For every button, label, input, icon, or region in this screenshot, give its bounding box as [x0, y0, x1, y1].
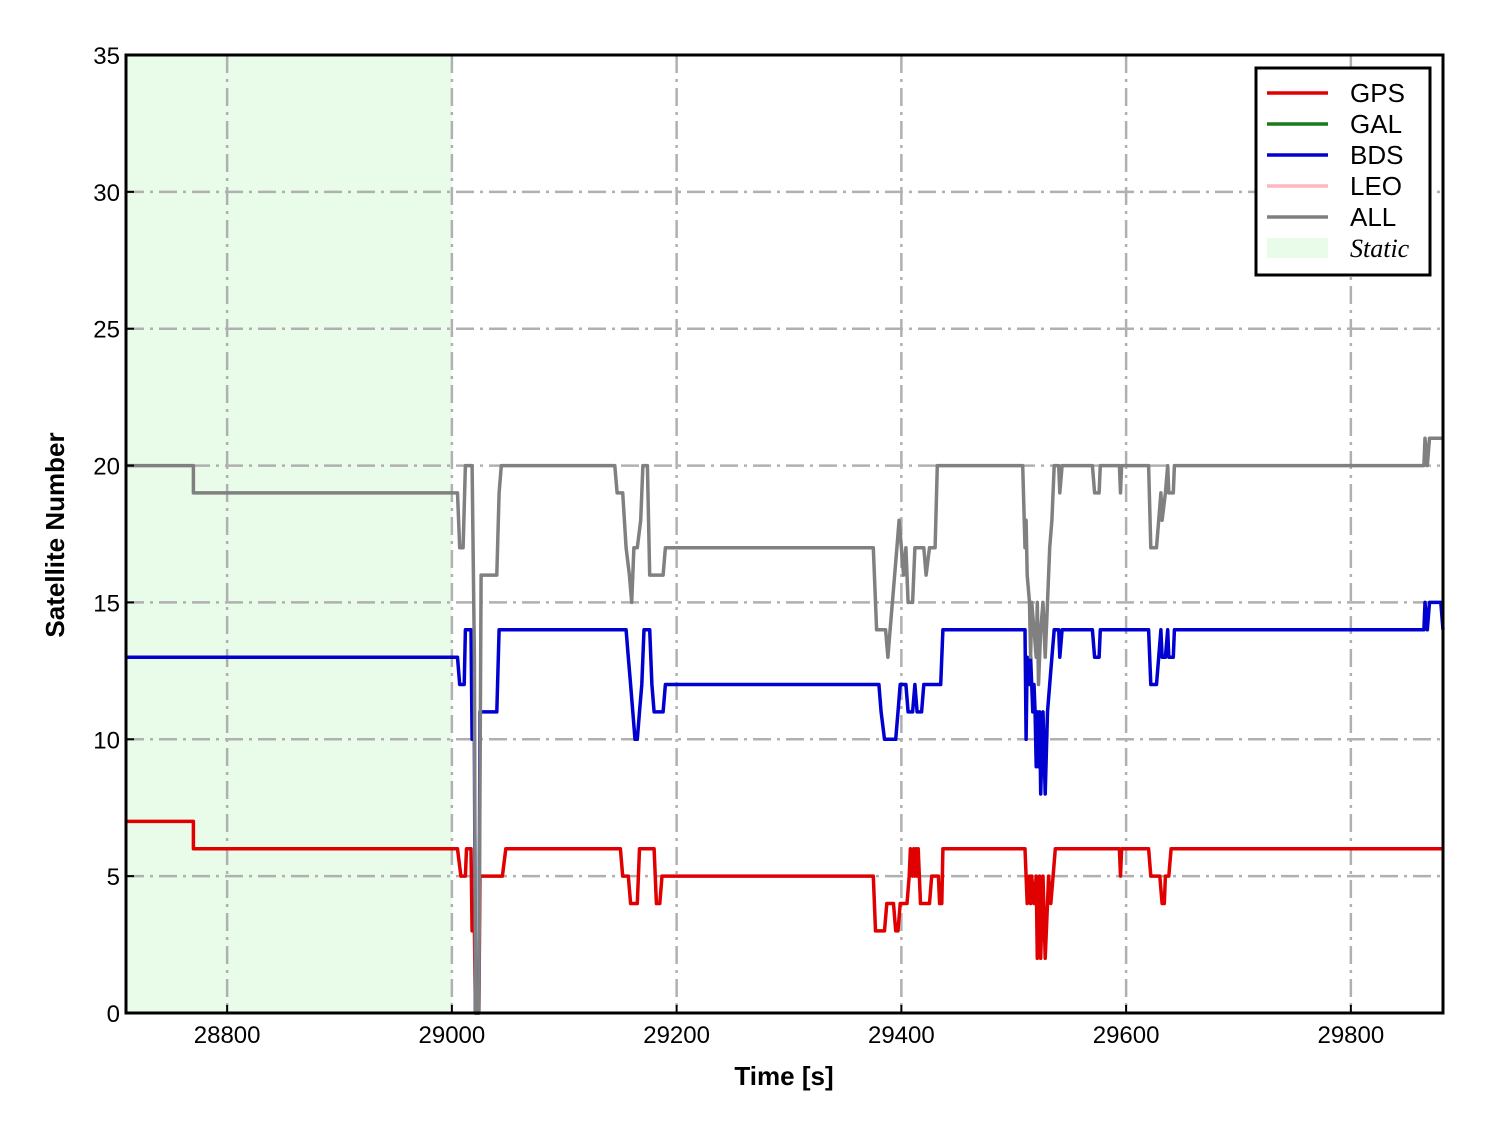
y-axis-label: Satellite Number: [40, 432, 70, 637]
axis-ticks: 28800 29000 29200 29400 29600 29800 0 5 10 15 20 25…: [93, 43, 1384, 1049]
x-tick-label-29600: 29600: [1093, 1022, 1160, 1049]
series-line-all: [126, 436, 1443, 1015]
y-tick-label-35: 35: [93, 43, 120, 70]
legend-label-gps: GPS: [1350, 78, 1405, 108]
series-line-bds: [126, 600, 1445, 1015]
legend-box: [1254, 66, 1432, 277]
x-tick-label-29400: 29400: [868, 1022, 935, 1049]
series-lines: [126, 436, 1445, 1015]
y-tick-label-5: 5: [107, 864, 120, 891]
y-tick-label-25: 25: [93, 317, 120, 344]
shaded-region-static: [126, 55, 452, 1013]
x-tick-label-29200: 29200: [643, 1022, 710, 1049]
y-tick-label-20: 20: [93, 454, 120, 481]
y-tick-label-15: 15: [93, 590, 120, 617]
y-tick-label-10: 10: [93, 727, 120, 754]
legend-label-static: Static: [1350, 234, 1410, 263]
x-tick-label-29800: 29800: [1317, 1022, 1384, 1049]
x-axis-label: Time [s]: [734, 1061, 833, 1091]
legend-label-all: ALL: [1350, 202, 1396, 232]
x-tick-label-28800: 28800: [194, 1022, 261, 1049]
x-tick-label-29000: 29000: [419, 1022, 486, 1049]
legend-label-bds: BDS: [1350, 140, 1403, 170]
shaded-regions: [126, 55, 452, 1013]
legend-label-gal: GAL: [1350, 109, 1402, 139]
plot-frame: [124, 53, 1445, 1015]
series-line-gps: [126, 819, 1443, 1015]
y-tick-label-0: 0: [107, 1001, 120, 1028]
legend-swatch-static: [1267, 238, 1328, 258]
y-tick-label-30: 30: [93, 180, 120, 207]
legend-label-leo: LEO: [1350, 171, 1402, 201]
